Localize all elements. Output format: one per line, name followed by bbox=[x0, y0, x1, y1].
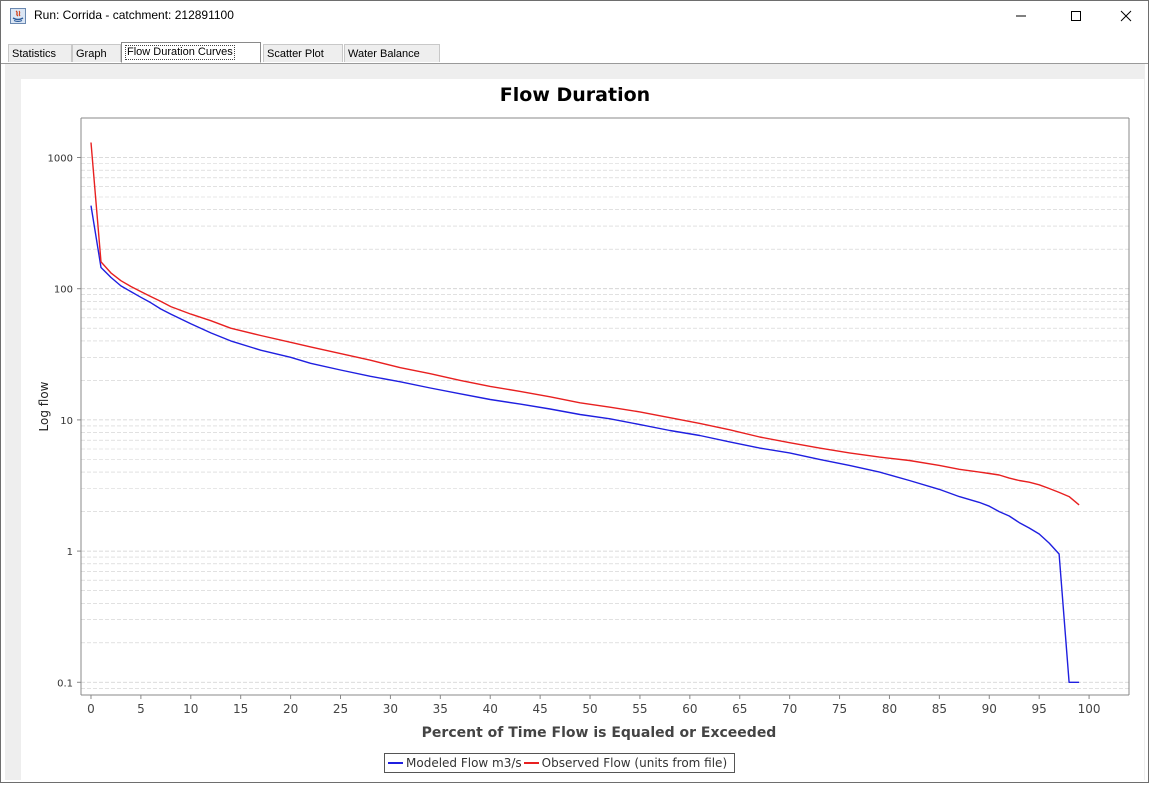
tab-statistics[interactable]: Statistics bbox=[8, 44, 72, 62]
x-tick-label: 90 bbox=[982, 702, 997, 716]
legend-label-modeled: Modeled Flow m3/s bbox=[406, 756, 522, 770]
maximize-button[interactable] bbox=[1053, 1, 1099, 31]
legend-swatch-observed bbox=[523, 762, 539, 764]
legend-item-observed: Observed Flow (units from file) bbox=[523, 756, 728, 770]
tab-water-balance[interactable]: Water Balance bbox=[344, 44, 440, 62]
tab-label: Scatter Plot bbox=[267, 47, 324, 60]
x-tick-label: 25 bbox=[333, 702, 348, 716]
x-tick-label: 70 bbox=[782, 702, 797, 716]
series-line-modeled bbox=[90, 205, 1080, 683]
close-button[interactable] bbox=[1103, 1, 1149, 31]
title-bar[interactable]: Run: Corrida - catchment: 212891100 bbox=[1, 1, 1148, 31]
tab-label: Water Balance bbox=[348, 47, 420, 60]
maximize-icon bbox=[1071, 11, 1081, 21]
minimize-button[interactable] bbox=[998, 1, 1044, 31]
legend-label-observed: Observed Flow (units from file) bbox=[541, 756, 728, 770]
chart-legend: Modeled Flow m3/s Observed Flow (units f… bbox=[384, 753, 736, 773]
x-tick-label: 75 bbox=[832, 702, 847, 716]
x-tick-label: 40 bbox=[483, 702, 498, 716]
x-tick-label: 85 bbox=[932, 702, 947, 716]
tab-flow-duration-curves[interactable]: Flow Duration Curves bbox=[121, 42, 261, 63]
java-app-icon bbox=[10, 8, 26, 24]
legend-item-modeled: Modeled Flow m3/s bbox=[388, 756, 522, 770]
x-tick-label: 15 bbox=[233, 702, 248, 716]
x-tick-label: 65 bbox=[732, 702, 747, 716]
y-tick-label: 1 bbox=[67, 547, 73, 558]
x-tick-label: 5 bbox=[137, 702, 145, 716]
x-tick-label: 30 bbox=[383, 702, 398, 716]
y-tick-label: 10 bbox=[60, 416, 73, 427]
x-axis-label: Percent of Time Flow is Equaled or Excee… bbox=[422, 725, 777, 741]
x-tick-label: 20 bbox=[283, 702, 298, 716]
y-tick-label: 0.1 bbox=[57, 678, 73, 689]
series-line-observed bbox=[90, 142, 1080, 506]
legend-swatch-modeled bbox=[388, 762, 403, 764]
x-tick-label: 95 bbox=[1032, 702, 1047, 716]
tab-label: Flow Duration Curves bbox=[125, 45, 235, 60]
x-tick-label: 0 bbox=[87, 702, 95, 716]
x-tick-label: 50 bbox=[582, 702, 597, 716]
minimize-icon bbox=[1016, 15, 1026, 17]
y-axis-label: Log flow bbox=[37, 381, 51, 431]
tab-label: Graph bbox=[76, 47, 107, 60]
x-tick-label: 60 bbox=[682, 702, 697, 716]
y-tick-label: 100 bbox=[54, 285, 73, 296]
close-icon bbox=[1120, 10, 1132, 22]
x-tick-label: 80 bbox=[882, 702, 897, 716]
tab-scatter-plot[interactable]: Scatter Plot bbox=[263, 44, 343, 62]
x-tick-label: 45 bbox=[532, 702, 547, 716]
x-tick-label: 10 bbox=[183, 702, 198, 716]
x-tick-label: 100 bbox=[1078, 702, 1101, 716]
y-tick-label: 1000 bbox=[48, 153, 73, 164]
tab-graph[interactable]: Graph bbox=[72, 44, 121, 62]
tab-bar: Statistics Graph Flow Duration Curves Sc… bbox=[1, 41, 1148, 64]
chart-title: Flow Duration bbox=[500, 84, 650, 106]
window-title: Run: Corrida - catchment: 212891100 bbox=[34, 8, 234, 22]
x-tick-label: 35 bbox=[433, 702, 448, 716]
x-tick-label: 55 bbox=[632, 702, 647, 716]
tab-label: Statistics bbox=[12, 47, 57, 60]
